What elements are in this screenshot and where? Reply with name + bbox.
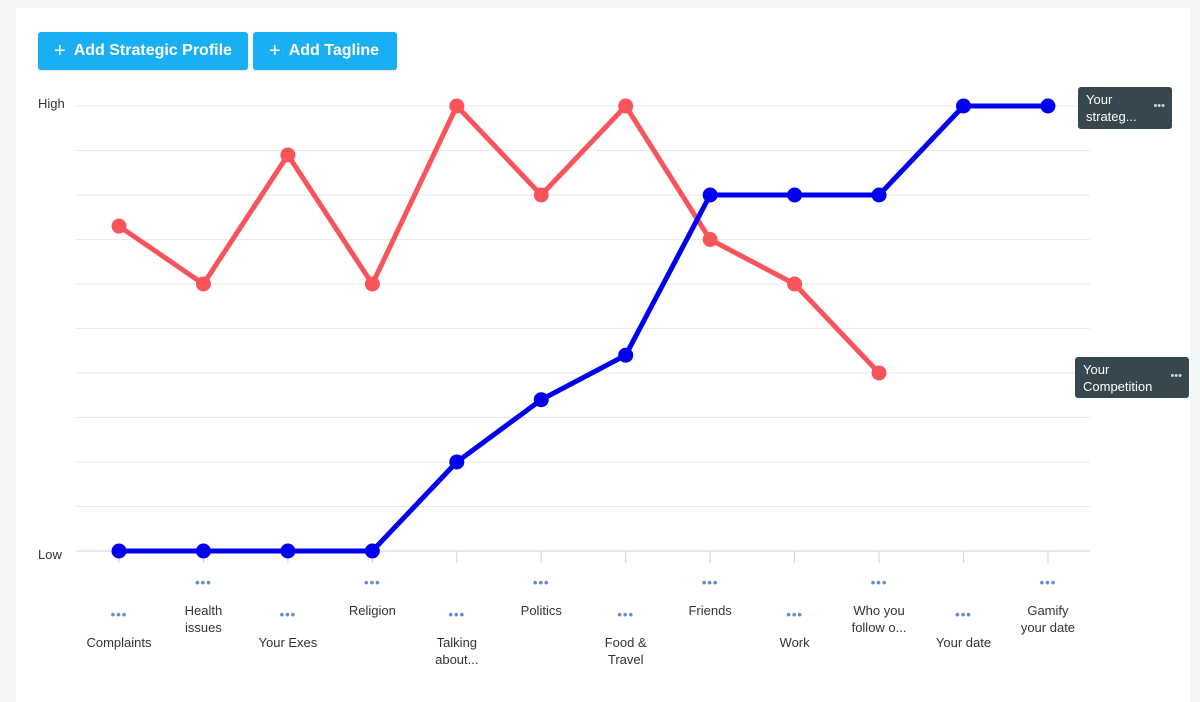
data-point[interactable] <box>449 454 465 470</box>
x-category: ••• Food & Travel <box>571 607 681 668</box>
x-category-label: Politics <box>520 603 562 618</box>
x-category-label: Complaints <box>86 635 152 650</box>
x-category-label: Food & Travel <box>604 635 647 667</box>
x-category-label: Health issues <box>184 603 223 635</box>
more-options-icon[interactable]: ••• <box>955 607 972 622</box>
more-options-icon[interactable]: ••• <box>448 607 466 622</box>
x-category: ••• Gamify your date <box>993 575 1103 636</box>
plus-icon: + <box>54 40 66 62</box>
more-options-icon[interactable]: ••• <box>870 575 888 590</box>
data-point[interactable] <box>449 98 465 114</box>
more-options-icon[interactable]: ••• <box>701 575 719 590</box>
x-category: ••• Religion <box>317 575 427 619</box>
more-options-icon[interactable]: ••• <box>1153 99 1165 112</box>
data-point[interactable] <box>533 187 549 203</box>
data-point[interactable] <box>111 543 127 559</box>
x-category: ••• Complaints <box>64 607 174 651</box>
data-point[interactable] <box>364 276 380 292</box>
data-point[interactable] <box>533 392 549 408</box>
x-category-label: Work <box>779 635 810 650</box>
data-point[interactable] <box>195 276 211 292</box>
data-point[interactable] <box>702 187 718 203</box>
x-category: ••• Your date <box>909 607 1019 651</box>
data-point[interactable] <box>956 98 971 114</box>
data-point[interactable] <box>195 543 211 559</box>
more-options-icon[interactable]: ••• <box>617 607 635 622</box>
series-tag-strategy-label: Your strateg... <box>1086 92 1137 124</box>
y-axis-low-label: Low <box>38 547 62 562</box>
data-point[interactable] <box>787 276 803 292</box>
more-options-icon[interactable]: ••• <box>279 607 297 622</box>
data-point[interactable] <box>871 365 887 381</box>
x-category-label: Talking about... <box>435 635 479 667</box>
add-tagline-button[interactable]: + Add Tagline <box>253 32 397 70</box>
x-category-label: Gamify your date <box>1020 603 1076 635</box>
plus-icon: + <box>269 40 281 62</box>
x-category: ••• Friends <box>655 575 765 619</box>
data-point[interactable] <box>280 147 296 163</box>
add-strategic-profile-label: Add Strategic Profile <box>73 42 232 59</box>
chart-card <box>16 8 1190 702</box>
data-point[interactable] <box>702 232 718 247</box>
data-point[interactable] <box>364 543 380 559</box>
series-line-1 <box>116 103 882 376</box>
series-tag-strategy[interactable]: Your strateg... ••• <box>1078 87 1172 129</box>
more-options-icon[interactable]: ••• <box>1170 369 1182 382</box>
x-category-label: Your Exes <box>258 635 318 650</box>
more-options-icon[interactable]: ••• <box>110 607 128 622</box>
x-category-label: Religion <box>348 603 396 618</box>
x-category: ••• Your Exes <box>233 607 343 651</box>
x-category: ••• Who you follow o... <box>824 575 934 636</box>
data-point[interactable] <box>787 187 803 203</box>
x-category: ••• Politics <box>486 575 596 619</box>
series-tag-competition[interactable]: Your Competition ••• <box>1075 357 1189 398</box>
data-point[interactable] <box>618 98 634 114</box>
data-point[interactable] <box>1040 98 1056 114</box>
x-category-label: Your date <box>935 635 992 650</box>
more-options-icon[interactable]: ••• <box>195 575 212 590</box>
x-category-label: Friends <box>688 603 732 618</box>
more-options-icon[interactable]: ••• <box>786 607 803 622</box>
more-options-icon[interactable]: ••• <box>1039 575 1057 590</box>
data-point[interactable] <box>618 347 634 363</box>
data-point[interactable] <box>111 218 127 234</box>
more-options-icon[interactable]: ••• <box>364 575 381 590</box>
add-strategic-profile-button[interactable]: + Add Strategic Profile <box>38 32 248 70</box>
more-options-icon[interactable]: ••• <box>532 575 550 590</box>
x-category: ••• Talking about... <box>402 607 512 668</box>
x-category: ••• Work <box>740 607 850 651</box>
x-category: ••• Health issues <box>148 575 258 636</box>
series-tag-competition-label: Your Competition <box>1083 362 1153 394</box>
y-axis-high-label: High <box>38 96 65 111</box>
data-point[interactable] <box>280 543 296 559</box>
x-category-label: Who you follow o... <box>851 603 907 635</box>
series-line-0 <box>116 103 1051 554</box>
add-tagline-label: Add Tagline <box>288 42 380 59</box>
data-point[interactable] <box>871 187 887 203</box>
